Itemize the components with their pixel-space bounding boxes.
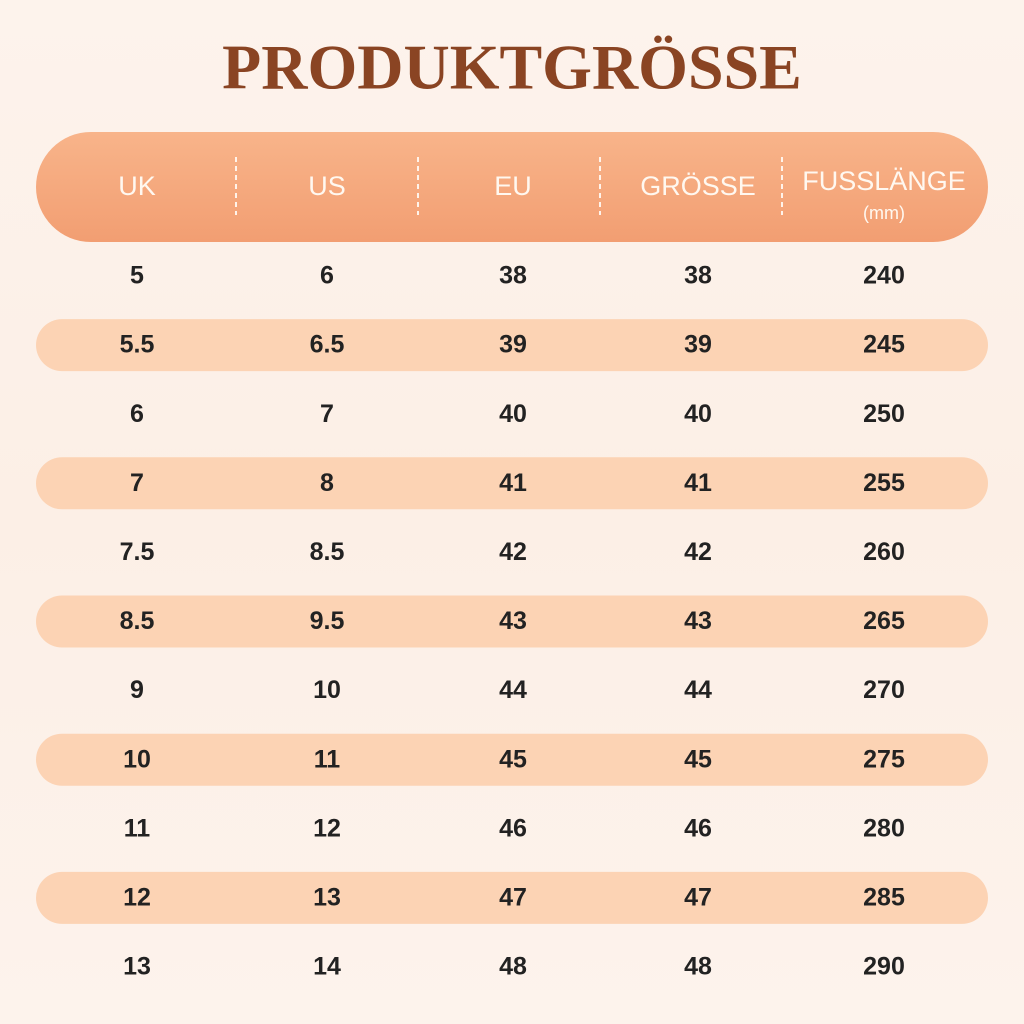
table-cell: 39 <box>684 331 712 359</box>
table-cell: 40 <box>499 400 527 428</box>
table-cell: 8 <box>320 469 334 497</box>
row-band <box>36 595 988 648</box>
table-cell: 45 <box>499 745 527 773</box>
table-cell: 255 <box>863 469 905 497</box>
table-cell: 43 <box>499 607 527 635</box>
table-cell: 48 <box>499 953 527 981</box>
header-cell: EU <box>494 171 532 201</box>
table-cell: 48 <box>684 953 712 981</box>
header-cell: UK <box>118 171 156 201</box>
table-cell: 44 <box>684 676 712 704</box>
row-band <box>36 871 988 924</box>
table-cell: 7.5 <box>120 538 155 566</box>
table-cell: 42 <box>499 538 527 566</box>
table-cell: 44 <box>499 676 527 704</box>
table-cell: 10 <box>313 676 341 704</box>
table-cell: 11 <box>124 814 151 842</box>
table-cell: 12 <box>313 814 341 842</box>
table-cell: 41 <box>684 469 712 497</box>
table-cell: 280 <box>863 814 905 842</box>
table-cell: 12 <box>123 884 151 912</box>
table-cell: 13 <box>123 953 151 981</box>
table-cell: 5 <box>130 262 144 290</box>
table-cell: 9.5 <box>310 607 345 635</box>
table-cell: 5.5 <box>120 331 155 359</box>
table-cell: 290 <box>863 953 905 981</box>
header-cell: FUSSLÄNGE <box>802 166 966 196</box>
table-cell: 47 <box>499 884 527 912</box>
table-cell: 8.5 <box>310 538 345 566</box>
table-cell: 9 <box>130 676 144 704</box>
table-cell: 41 <box>499 469 527 497</box>
table-cell: 265 <box>863 607 905 635</box>
table-cell: 43 <box>684 607 712 635</box>
table-cell: 46 <box>684 814 712 842</box>
table-cell: 250 <box>863 400 905 428</box>
table-cell: 8.5 <box>120 607 155 635</box>
table-cell: 47 <box>684 884 712 912</box>
table-cell: 7 <box>320 400 334 428</box>
table-cell: 40 <box>684 400 712 428</box>
row-band <box>36 733 988 786</box>
table-cell: 6 <box>320 262 334 290</box>
table-cell: 11 <box>314 745 341 773</box>
table-cell: 7 <box>130 469 144 497</box>
table-cell: 260 <box>863 538 905 566</box>
title: PRODUKTGRÖSSE <box>222 32 802 103</box>
table-cell: 240 <box>863 262 905 290</box>
table-cell: 13 <box>313 884 341 912</box>
table-cell: 42 <box>684 538 712 566</box>
header-cell: US <box>308 171 346 201</box>
table-cell: 14 <box>313 953 341 981</box>
table-cell: 46 <box>499 814 527 842</box>
header-sublabel: (mm) <box>863 203 905 223</box>
table-cell: 245 <box>863 331 905 359</box>
row-band <box>36 319 988 372</box>
row-band <box>36 457 988 510</box>
table-cell: 38 <box>684 262 712 290</box>
header-dividers <box>235 157 783 215</box>
table-cell: 275 <box>863 745 905 773</box>
table-cell: 270 <box>863 676 905 704</box>
table-cell: 6.5 <box>310 331 345 359</box>
table-cell: 10 <box>123 745 151 773</box>
table-cell: 39 <box>499 331 527 359</box>
table-cell: 45 <box>684 745 712 773</box>
header-band <box>36 132 988 242</box>
table-cell: 38 <box>499 262 527 290</box>
table-cell: 285 <box>863 884 905 912</box>
table-cell: 6 <box>130 400 144 428</box>
header-cell: GRÖSSE <box>640 171 756 201</box>
